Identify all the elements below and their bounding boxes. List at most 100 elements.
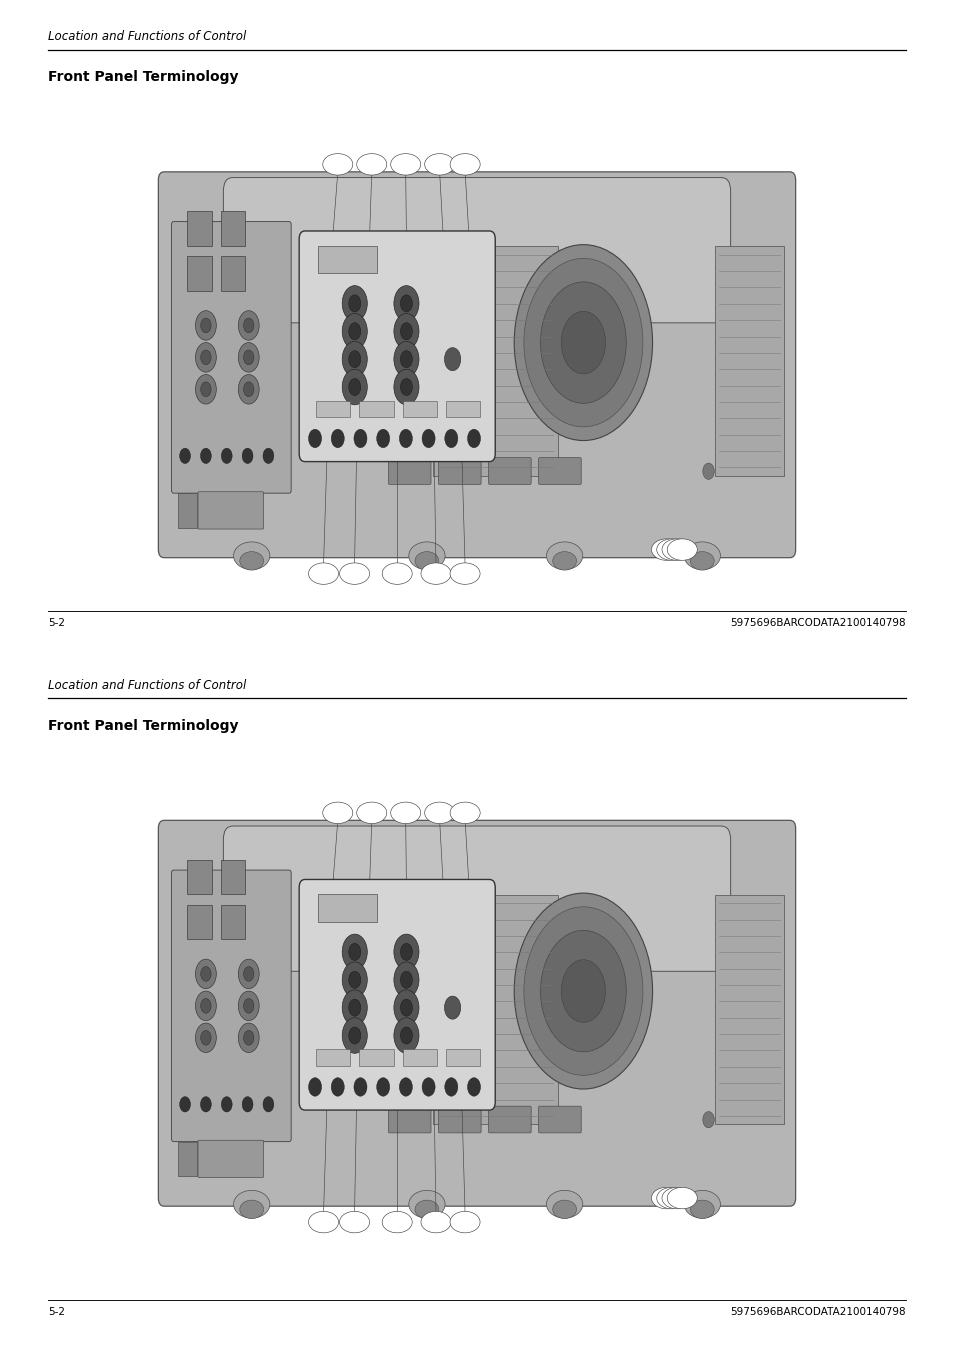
Circle shape xyxy=(467,430,480,447)
Ellipse shape xyxy=(233,1190,270,1219)
Circle shape xyxy=(263,1097,274,1112)
Text: Location and Functions of Control: Location and Functions of Control xyxy=(48,30,246,43)
Bar xyxy=(317,894,376,921)
Circle shape xyxy=(200,350,211,365)
Circle shape xyxy=(179,449,191,463)
Circle shape xyxy=(394,934,418,970)
Circle shape xyxy=(238,992,259,1020)
Circle shape xyxy=(195,992,216,1020)
Ellipse shape xyxy=(546,1190,582,1219)
FancyBboxPatch shape xyxy=(198,1140,263,1178)
Text: 5975696BARCODATA2100140798: 5975696BARCODATA2100140798 xyxy=(730,619,905,628)
Bar xyxy=(187,905,212,939)
Bar xyxy=(433,246,558,476)
Circle shape xyxy=(400,295,412,312)
Bar xyxy=(402,1050,436,1066)
Ellipse shape xyxy=(656,1188,686,1209)
Circle shape xyxy=(444,430,457,447)
Circle shape xyxy=(444,1078,457,1096)
Circle shape xyxy=(540,931,625,1052)
Circle shape xyxy=(400,351,412,367)
Circle shape xyxy=(400,1000,412,1016)
FancyBboxPatch shape xyxy=(488,458,531,485)
Ellipse shape xyxy=(408,542,445,570)
Circle shape xyxy=(421,430,435,447)
Ellipse shape xyxy=(322,802,353,824)
Circle shape xyxy=(560,311,605,374)
FancyBboxPatch shape xyxy=(388,458,431,485)
Ellipse shape xyxy=(382,1212,412,1233)
FancyBboxPatch shape xyxy=(299,880,495,1111)
Circle shape xyxy=(243,1031,253,1046)
FancyBboxPatch shape xyxy=(488,1106,531,1133)
Circle shape xyxy=(702,463,714,480)
Circle shape xyxy=(342,934,367,970)
Circle shape xyxy=(349,378,360,396)
Circle shape xyxy=(514,245,652,440)
Circle shape xyxy=(195,1023,216,1052)
Circle shape xyxy=(342,369,367,405)
Circle shape xyxy=(200,998,211,1013)
Ellipse shape xyxy=(690,1200,714,1219)
Circle shape xyxy=(238,343,259,372)
Ellipse shape xyxy=(424,154,455,176)
Circle shape xyxy=(342,990,367,1025)
Bar xyxy=(315,401,350,417)
Ellipse shape xyxy=(308,563,338,585)
Circle shape xyxy=(400,943,412,961)
Circle shape xyxy=(243,966,253,981)
Circle shape xyxy=(394,342,418,377)
Bar xyxy=(221,257,245,290)
FancyBboxPatch shape xyxy=(172,222,291,493)
Circle shape xyxy=(702,1112,714,1128)
Circle shape xyxy=(349,943,360,961)
Ellipse shape xyxy=(552,1200,576,1219)
FancyBboxPatch shape xyxy=(198,492,263,530)
Circle shape xyxy=(394,962,418,997)
Circle shape xyxy=(349,1000,360,1016)
Ellipse shape xyxy=(546,542,582,570)
Circle shape xyxy=(200,1031,211,1046)
Ellipse shape xyxy=(666,539,697,561)
FancyBboxPatch shape xyxy=(388,1106,431,1133)
Circle shape xyxy=(399,430,412,447)
Circle shape xyxy=(243,998,253,1013)
Bar xyxy=(178,1142,196,1177)
Circle shape xyxy=(200,317,211,332)
Ellipse shape xyxy=(424,802,455,824)
Circle shape xyxy=(243,382,253,397)
Ellipse shape xyxy=(420,1212,451,1233)
Circle shape xyxy=(179,1097,191,1112)
Circle shape xyxy=(308,1078,321,1096)
Bar xyxy=(187,211,212,246)
Ellipse shape xyxy=(450,563,479,585)
Circle shape xyxy=(514,893,652,1089)
Circle shape xyxy=(394,285,418,322)
Circle shape xyxy=(400,378,412,396)
FancyBboxPatch shape xyxy=(223,177,730,323)
FancyBboxPatch shape xyxy=(172,870,291,1142)
Circle shape xyxy=(331,1078,344,1096)
Ellipse shape xyxy=(239,1200,263,1219)
Ellipse shape xyxy=(382,563,412,585)
Circle shape xyxy=(200,449,212,463)
Circle shape xyxy=(331,430,344,447)
Ellipse shape xyxy=(420,563,451,585)
Bar xyxy=(446,1050,479,1066)
Circle shape xyxy=(349,1027,360,1044)
Circle shape xyxy=(399,1078,412,1096)
Circle shape xyxy=(349,351,360,367)
Ellipse shape xyxy=(322,154,353,176)
Ellipse shape xyxy=(356,154,386,176)
Ellipse shape xyxy=(391,802,420,824)
Circle shape xyxy=(195,311,216,340)
Circle shape xyxy=(342,962,367,997)
Text: Front Panel Terminology: Front Panel Terminology xyxy=(48,719,238,732)
Circle shape xyxy=(342,285,367,322)
Bar xyxy=(433,894,558,1124)
Ellipse shape xyxy=(408,1190,445,1219)
Bar xyxy=(315,1050,350,1066)
Circle shape xyxy=(195,959,216,989)
Ellipse shape xyxy=(239,551,263,570)
Ellipse shape xyxy=(552,551,576,570)
